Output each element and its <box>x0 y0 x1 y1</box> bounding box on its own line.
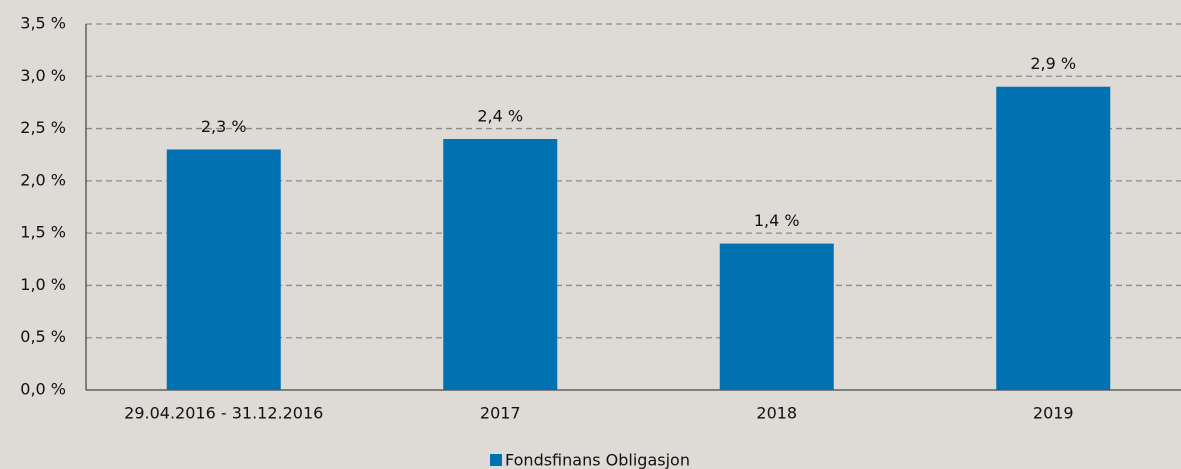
y-tick-label: 1,0 % <box>20 275 66 294</box>
x-tick-label: 2018 <box>756 404 797 423</box>
bar <box>166 149 281 390</box>
value-label: 2,3 % <box>201 117 247 136</box>
y-tick-label: 1,5 % <box>20 223 66 242</box>
legend-label: Fondsfinans Obligasjon <box>505 451 690 469</box>
y-tick-label: 2,0 % <box>20 170 66 189</box>
bar <box>443 139 558 390</box>
bar <box>719 243 834 390</box>
value-label: 2,4 % <box>477 107 523 126</box>
value-label: 2,9 % <box>1030 54 1076 73</box>
y-tick-label: 0,5 % <box>20 327 66 346</box>
y-tick-label: 3,0 % <box>20 66 66 85</box>
bar <box>996 86 1111 390</box>
value-label: 1,4 % <box>754 211 800 230</box>
y-tick-label: 2,5 % <box>20 118 66 137</box>
x-tick-label: 2019 <box>1033 404 1074 423</box>
y-tick-label: 3,5 % <box>20 14 66 33</box>
y-tick-label: 0,0 % <box>20 380 66 399</box>
legend-swatch <box>490 454 502 466</box>
x-tick-label: 29.04.2016 - 31.12.2016 <box>124 404 323 423</box>
x-tick-label: 2017 <box>480 404 521 423</box>
